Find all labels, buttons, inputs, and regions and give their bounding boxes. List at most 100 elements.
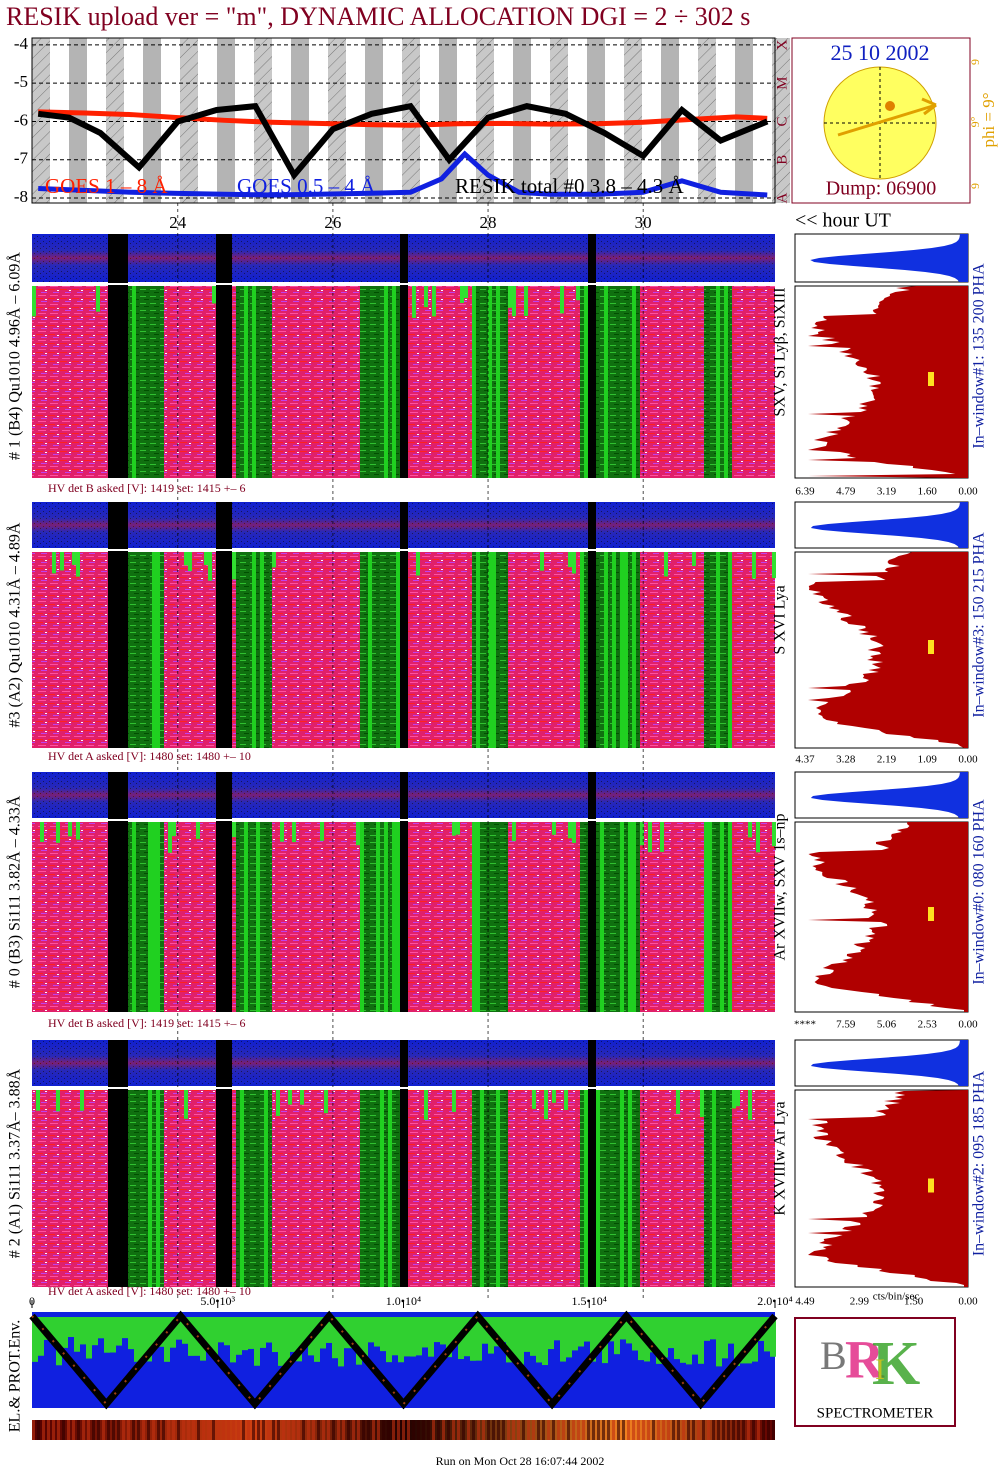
- env-strip-col: [57, 1420, 60, 1440]
- y-tick-label: -4: [14, 34, 29, 53]
- green-col: [608, 822, 612, 1012]
- env-green: [332, 1317, 338, 1359]
- env-strip-col: [297, 1420, 300, 1440]
- green-col: [708, 286, 712, 478]
- env-green: [554, 1317, 560, 1341]
- env-green: [422, 1317, 428, 1348]
- logo-art: I: [875, 1353, 885, 1386]
- hist-tick-label: 0.00: [958, 1296, 978, 1308]
- green-col: [484, 552, 488, 748]
- hist-small: [810, 1040, 968, 1086]
- env-strip-col: [242, 1420, 245, 1440]
- env-strip-col: [672, 1420, 675, 1440]
- env-green: [206, 1317, 212, 1348]
- env-green: [254, 1317, 260, 1366]
- green-col: [620, 822, 624, 1012]
- env-green: [470, 1317, 476, 1361]
- env-strip-col: [382, 1420, 385, 1440]
- edge: [356, 822, 360, 846]
- env-strip-col: [252, 1420, 255, 1440]
- green-col: [496, 822, 500, 1012]
- hist-tick-label: 6.39: [795, 486, 815, 498]
- hv-text: HV det B asked [V]: 1419 set: 1415 +– 6: [48, 481, 246, 495]
- gap: [108, 502, 112, 748]
- green-col: [504, 552, 508, 748]
- green-col: [728, 552, 732, 748]
- env-strip-col: [597, 1420, 600, 1440]
- env-strip-col: [702, 1420, 705, 1440]
- env-green: [68, 1317, 74, 1338]
- green-col: [620, 552, 624, 748]
- band: [32, 38, 50, 203]
- green-col: [392, 1090, 396, 1287]
- edge: [60, 552, 64, 571]
- edge: [76, 552, 80, 577]
- env-strip-col: [32, 1420, 35, 1440]
- env-strip-col: [267, 1420, 270, 1440]
- edge: [56, 822, 60, 843]
- env-strip-col: [482, 1420, 485, 1440]
- env-green: [38, 1317, 44, 1356]
- env-green: [440, 1317, 446, 1345]
- green-col: [248, 1090, 252, 1287]
- env-green: [164, 1317, 170, 1362]
- hist-big: [808, 552, 968, 748]
- green-col: [264, 552, 268, 748]
- env-green: [614, 1317, 620, 1355]
- gap: [124, 502, 128, 748]
- env-strip-col: [587, 1420, 590, 1440]
- sun-arrow: [921, 97, 937, 116]
- env-strip-col: [37, 1420, 40, 1440]
- edge: [212, 286, 216, 304]
- env-strip-col: [492, 1420, 495, 1440]
- env-green: [392, 1317, 398, 1356]
- hist-tick-label: ****: [794, 1019, 816, 1031]
- green-col: [596, 552, 600, 748]
- green-col: [152, 822, 156, 1012]
- env-strip-col: [377, 1420, 380, 1440]
- env-strip-col: [82, 1420, 85, 1440]
- green-col: [500, 822, 504, 1012]
- env-green: [260, 1317, 266, 1348]
- env-strip-col: [532, 1420, 535, 1440]
- edge: [524, 286, 528, 317]
- green-col: [376, 286, 380, 478]
- line-label: K XVIIIw Ar Lya: [772, 1101, 789, 1215]
- env-green: [62, 1317, 68, 1348]
- env-green: [98, 1317, 104, 1339]
- line-label: SXV, Si Lyβ, SiXIII: [772, 287, 789, 416]
- green-col: [152, 286, 156, 478]
- edge: [412, 286, 416, 318]
- env-strip-col: [417, 1420, 420, 1440]
- env-strip-col: [632, 1420, 635, 1440]
- env-zigzag: [29, 1310, 778, 1410]
- hist-small: [810, 772, 968, 818]
- env-strip-col: [622, 1420, 625, 1440]
- edge: [664, 552, 668, 577]
- env-green: [518, 1317, 524, 1365]
- sun-arrow: [837, 103, 937, 137]
- green-col: [720, 286, 724, 478]
- env-green: [290, 1317, 296, 1352]
- env-green: [278, 1317, 284, 1366]
- edge: [184, 552, 188, 566]
- env-strip-col: [62, 1420, 65, 1440]
- green-col: [372, 822, 376, 1012]
- edge: [676, 1090, 680, 1114]
- x-tick-label: 24: [169, 213, 187, 232]
- env-green: [32, 1317, 38, 1362]
- hist-tick-label: 0.00: [958, 1019, 978, 1031]
- gap: [216, 1040, 220, 1287]
- green-col: [160, 286, 164, 478]
- gap: [228, 1040, 232, 1287]
- hist-marker: [928, 640, 934, 654]
- env-strip-col: [712, 1420, 715, 1440]
- env-green: [86, 1317, 92, 1359]
- env-strip-col: [167, 1420, 170, 1440]
- gap: [112, 234, 116, 478]
- green-col: [380, 286, 384, 478]
- env-tick-label: 1.5•10⁴: [572, 1294, 607, 1308]
- green-col: [148, 822, 152, 1012]
- env-green: [632, 1317, 638, 1351]
- env-tick-label: 1.0•10⁴: [386, 1294, 421, 1308]
